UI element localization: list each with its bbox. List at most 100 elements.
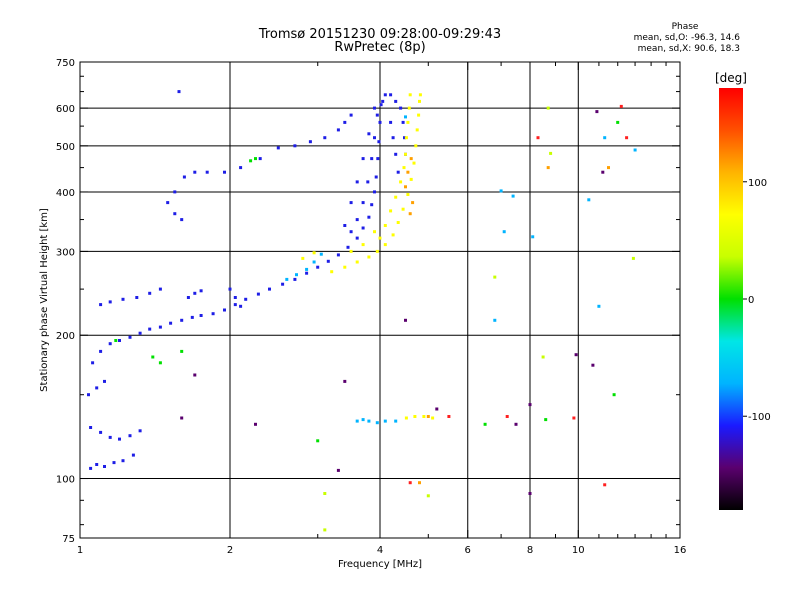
data-point (326, 259, 330, 263)
data-point (316, 265, 320, 269)
data-point (151, 355, 155, 359)
x-tick-label: 6 (465, 545, 471, 556)
data-point (343, 379, 347, 383)
data-point (493, 318, 497, 322)
data-point (99, 349, 103, 353)
data-point (373, 190, 376, 194)
data-point (418, 481, 421, 485)
data-points (87, 90, 637, 532)
data-point (396, 170, 400, 174)
data-point (361, 243, 365, 247)
data-point (381, 99, 385, 103)
data-point (404, 152, 407, 156)
data-point (383, 224, 387, 227)
data-point (541, 355, 545, 359)
data-point (597, 304, 601, 308)
data-point (631, 256, 635, 260)
data-point (415, 128, 419, 132)
data-point (158, 325, 162, 329)
data-point (138, 331, 142, 335)
y-tick-label: 750 (56, 58, 75, 69)
data-point (426, 494, 430, 498)
data-point (402, 166, 406, 170)
data-point (361, 226, 365, 230)
data-point (256, 292, 260, 296)
data-point (193, 170, 197, 174)
data-point (330, 270, 334, 274)
data-point (349, 249, 353, 253)
data-point (378, 236, 382, 240)
data-point (389, 120, 393, 124)
data-point (514, 422, 518, 426)
phase-stat-title: Phase (671, 22, 699, 32)
data-point (95, 386, 99, 390)
data-point (148, 291, 152, 295)
y-tick-label: 100 (56, 475, 75, 486)
data-point (89, 426, 93, 429)
data-point (401, 207, 405, 211)
data-point (406, 193, 410, 196)
data-point (414, 144, 418, 148)
data-point (536, 136, 540, 140)
data-point (128, 335, 132, 339)
data-point (375, 113, 379, 117)
data-point (281, 282, 285, 286)
data-point (233, 303, 237, 307)
data-point (128, 434, 132, 438)
data-point (323, 136, 327, 140)
data-point (376, 157, 380, 161)
data-point (377, 140, 381, 144)
data-point (323, 528, 327, 532)
data-point (407, 106, 411, 110)
data-point (193, 291, 197, 295)
data-point (572, 416, 576, 420)
colorbar-tick-label: 0 (748, 295, 754, 306)
data-point (574, 353, 578, 357)
data-point (404, 416, 408, 420)
data-point (89, 466, 93, 470)
data-point (349, 201, 353, 205)
data-point (158, 361, 162, 365)
data-point (336, 128, 340, 132)
axis-ticks (79, 61, 681, 539)
data-point (108, 342, 112, 346)
data-point (367, 215, 371, 219)
data-point (633, 148, 637, 152)
data-point (373, 106, 376, 110)
phase-stat-o-mode: mean, sd,O: -96.3, 14.6 (633, 33, 740, 43)
data-point (625, 136, 629, 140)
data-point (546, 106, 550, 110)
data-point (619, 104, 623, 108)
data-point (408, 212, 412, 216)
y-tick-label: 400 (56, 188, 75, 199)
x-tick-label: 1 (77, 545, 83, 556)
data-point (199, 289, 203, 293)
data-point (99, 303, 103, 307)
data-point (355, 419, 359, 423)
data-point (587, 198, 591, 202)
data-point (239, 304, 243, 308)
data-point (233, 296, 237, 299)
y-tick-label: 75 (62, 534, 75, 545)
data-point (511, 194, 515, 198)
data-point (404, 136, 408, 140)
x-tick-label: 16 (674, 545, 687, 556)
data-point (211, 312, 215, 316)
phase-statistics: Phase mean, sd,O: -96.3, 14.6 mean, sd,X… (590, 22, 740, 55)
data-point (112, 461, 116, 465)
data-point (293, 277, 297, 281)
data-point (528, 492, 532, 495)
data-point (103, 465, 106, 468)
data-point (316, 439, 320, 443)
data-point (312, 251, 316, 255)
data-point (375, 249, 379, 253)
colorbar-label: [deg] (715, 71, 747, 85)
data-point (505, 415, 509, 418)
data-point (394, 419, 398, 423)
data-point (355, 180, 359, 184)
colorbar: [deg] 100 0 -100 (715, 71, 771, 510)
colorbar-scale (719, 88, 743, 510)
data-point (373, 136, 376, 140)
data-point (483, 422, 487, 426)
data-point (367, 255, 371, 259)
